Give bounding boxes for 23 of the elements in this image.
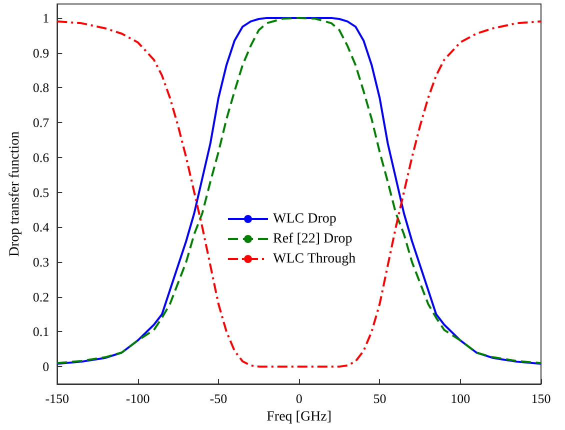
x-tick-label: -100 [126,391,150,406]
x-tick-label: -50 [210,391,228,406]
legend-label: WLC Drop [273,212,336,226]
y-tick-label: 0.3 [32,254,50,270]
x-tick-label: -150 [45,391,70,406]
x-tick-label: 50 [373,391,386,406]
y-tick-label: 0.1 [32,324,50,340]
y-tick-label: 0.9 [32,45,50,60]
x-tick-label: 0 [296,391,302,406]
y-tick-label: 0.2 [32,289,50,304]
x-tick-label: 100 [450,391,470,406]
legend-label: WLC Through [273,252,356,266]
legend-label: Ref [22] Drop [273,232,352,246]
y-tick-label: 0 [42,359,50,374]
y-tick-label: 0.6 [32,150,50,165]
y-tick-label: 1 [42,10,50,26]
y-tick-label: 0.8 [32,80,50,96]
y-axis-title: Drop transfer function [8,131,22,257]
x-axis-title: Freq [GHz] [266,410,332,424]
y-tick-label: 0.7 [32,115,50,130]
x-tick-label: 150 [531,391,551,406]
y-tick-label: 0.5 [32,184,50,200]
y-tick-label: 0.4 [32,220,50,235]
